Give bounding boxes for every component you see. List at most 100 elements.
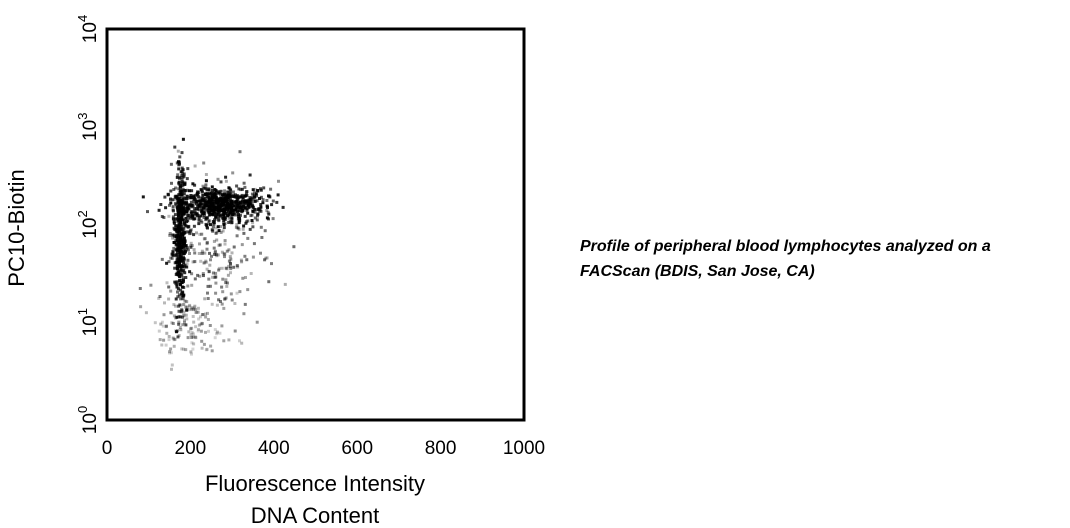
data-point <box>194 211 198 215</box>
data-point <box>175 330 178 334</box>
data-point <box>230 251 234 255</box>
data-point <box>177 295 181 299</box>
data-point <box>165 324 168 328</box>
data-point <box>222 208 226 211</box>
data-point <box>172 338 176 342</box>
data-point <box>176 239 180 243</box>
data-point <box>219 213 223 217</box>
data-point <box>170 181 173 185</box>
data-point <box>195 212 199 216</box>
data-point <box>253 187 257 191</box>
data-point <box>177 228 181 232</box>
data-point <box>169 351 173 355</box>
data-point <box>201 193 205 197</box>
data-point <box>211 221 215 225</box>
data-point <box>211 189 214 192</box>
data-point <box>160 320 164 324</box>
data-point <box>199 219 203 223</box>
data-point <box>180 177 184 181</box>
data-point <box>190 189 194 193</box>
data-point <box>160 343 164 347</box>
y-tick-label: 103 <box>75 113 101 141</box>
data-point <box>181 183 185 187</box>
data-point <box>208 213 212 217</box>
data-point <box>180 193 184 197</box>
data-point <box>187 230 191 234</box>
data-point <box>224 281 228 285</box>
data-point <box>184 313 188 317</box>
data-point <box>245 201 249 205</box>
data-point <box>251 205 255 209</box>
data-point <box>243 202 247 206</box>
data-point <box>179 170 183 174</box>
data-point <box>202 186 206 190</box>
data-point <box>245 190 249 194</box>
data-point <box>185 300 189 304</box>
data-point <box>253 216 257 220</box>
data-point <box>206 297 210 300</box>
data-point <box>213 194 217 198</box>
data-point <box>178 223 182 227</box>
data-point <box>196 190 200 194</box>
data-point <box>232 203 236 207</box>
data-point <box>245 201 249 205</box>
data-point <box>179 253 183 257</box>
data-point <box>190 204 194 208</box>
data-point <box>186 214 190 218</box>
data-point <box>217 215 221 219</box>
data-point <box>265 209 269 212</box>
data-point <box>212 246 216 250</box>
data-point <box>255 194 259 198</box>
data-point <box>218 206 222 210</box>
data-point <box>199 322 203 326</box>
data-point <box>232 245 236 249</box>
data-point <box>182 285 186 289</box>
data-point <box>178 326 182 329</box>
data-point <box>253 207 257 211</box>
data-point <box>173 145 177 149</box>
data-point <box>175 242 178 246</box>
data-point <box>235 203 239 207</box>
data-point <box>174 329 178 333</box>
data-point <box>185 188 189 192</box>
data-point <box>206 291 209 295</box>
data-point <box>250 192 254 196</box>
data-point <box>178 328 182 332</box>
data-point <box>234 208 238 212</box>
data-point <box>176 258 180 262</box>
data-point <box>175 264 179 268</box>
data-point <box>229 267 233 271</box>
data-point <box>231 171 235 175</box>
data-point <box>241 276 245 280</box>
data-point <box>190 307 194 311</box>
data-point <box>193 260 197 264</box>
data-point <box>191 315 195 318</box>
data-point <box>187 216 190 220</box>
data-point <box>222 339 226 343</box>
data-point <box>214 195 218 199</box>
data-point <box>176 257 180 261</box>
data-point <box>194 202 198 206</box>
data-point <box>235 234 239 238</box>
data-point <box>188 229 192 233</box>
data-point <box>180 166 184 170</box>
data-point <box>180 240 184 244</box>
data-point <box>232 210 236 214</box>
data-point <box>190 330 194 334</box>
data-point <box>239 206 243 210</box>
data-point <box>183 321 186 325</box>
data-point <box>182 347 186 351</box>
data-point <box>214 275 218 279</box>
data-point <box>215 207 219 211</box>
data-point <box>167 285 171 289</box>
data-point <box>171 205 175 209</box>
data-point <box>157 329 161 333</box>
data-point <box>185 212 189 216</box>
data-point <box>229 194 233 198</box>
data-point <box>180 259 183 262</box>
data-point <box>190 244 194 248</box>
data-point <box>229 292 233 296</box>
data-point <box>189 231 193 235</box>
data-point <box>188 308 192 312</box>
data-point <box>172 221 176 225</box>
